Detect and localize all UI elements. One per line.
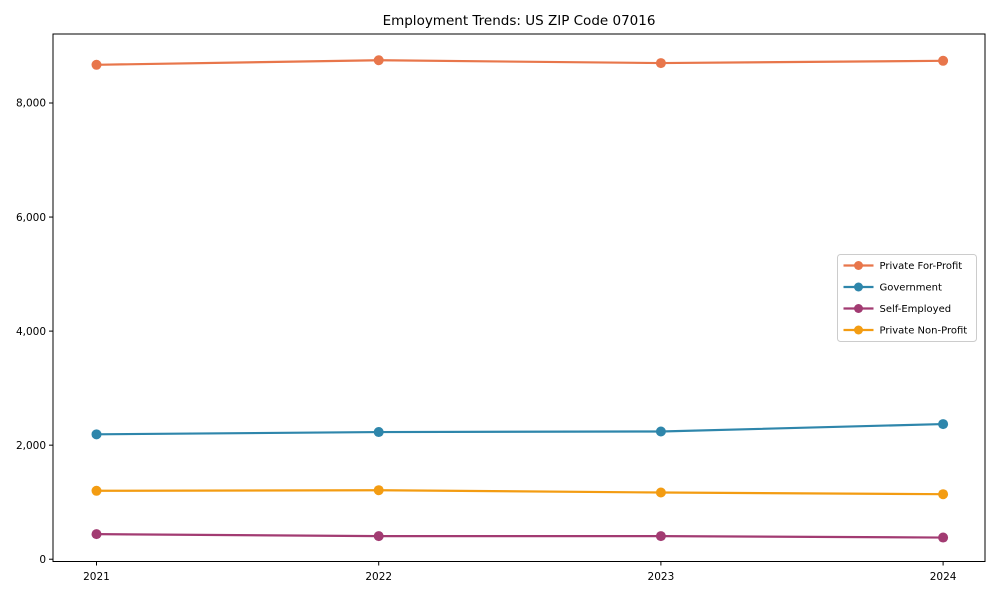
series-marker-self-employed xyxy=(655,531,666,542)
series-marker-self-employed xyxy=(938,532,949,543)
series-marker-private-for-profit xyxy=(373,55,384,66)
chart-title: Employment Trends: US ZIP Code 07016 xyxy=(383,13,656,29)
series-line-self-employed xyxy=(96,533,944,539)
legend-label-private-non-profit: Private Non-Profit xyxy=(880,326,968,337)
series-line-government xyxy=(96,422,944,436)
series-marker-government xyxy=(938,419,949,430)
series-line-private-for-profit xyxy=(96,59,944,66)
legend-label-self-employed: Self-Employed xyxy=(880,304,952,315)
series-marker-government xyxy=(373,427,384,438)
plot-frame xyxy=(52,33,986,562)
y-tick-label: 6,000 xyxy=(16,212,46,224)
legend-swatch-dot-self-employed xyxy=(854,304,863,313)
x-tick-label: 2021 xyxy=(83,571,110,583)
legend-box xyxy=(837,254,977,342)
series-marker-government xyxy=(655,426,666,437)
series-marker-private-for-profit xyxy=(91,59,102,70)
legend-swatch-dot-private-non-profit xyxy=(854,325,863,335)
y-tick-label: 8,000 xyxy=(16,98,46,110)
series-marker-private-non-profit xyxy=(938,489,949,500)
series-marker-private-non-profit xyxy=(655,487,666,498)
legend-swatch-dot-private-for-profit xyxy=(854,261,863,270)
series-marker-private-non-profit xyxy=(373,485,384,496)
y-tick-label: 0 xyxy=(39,554,46,566)
series-marker-self-employed xyxy=(373,531,384,542)
series-marker-private-non-profit xyxy=(91,485,102,496)
legend-label-government: Government xyxy=(880,283,942,294)
y-tick-label: 2,000 xyxy=(16,440,46,452)
y-tick-label: 4,000 xyxy=(16,326,46,338)
series-marker-government xyxy=(91,429,102,440)
series-line-private-non-profit xyxy=(96,489,944,496)
series-marker-self-employed xyxy=(91,529,102,540)
legend-swatch-dot-government xyxy=(854,282,863,292)
x-tick-label: 2024 xyxy=(930,571,957,583)
series-marker-private-for-profit xyxy=(938,55,949,66)
x-tick-label: 2022 xyxy=(365,571,392,583)
x-tick-label: 2023 xyxy=(648,571,675,583)
legend-label-private-for-profit: Private For-Profit xyxy=(880,261,963,272)
series-marker-private-for-profit xyxy=(655,58,666,69)
